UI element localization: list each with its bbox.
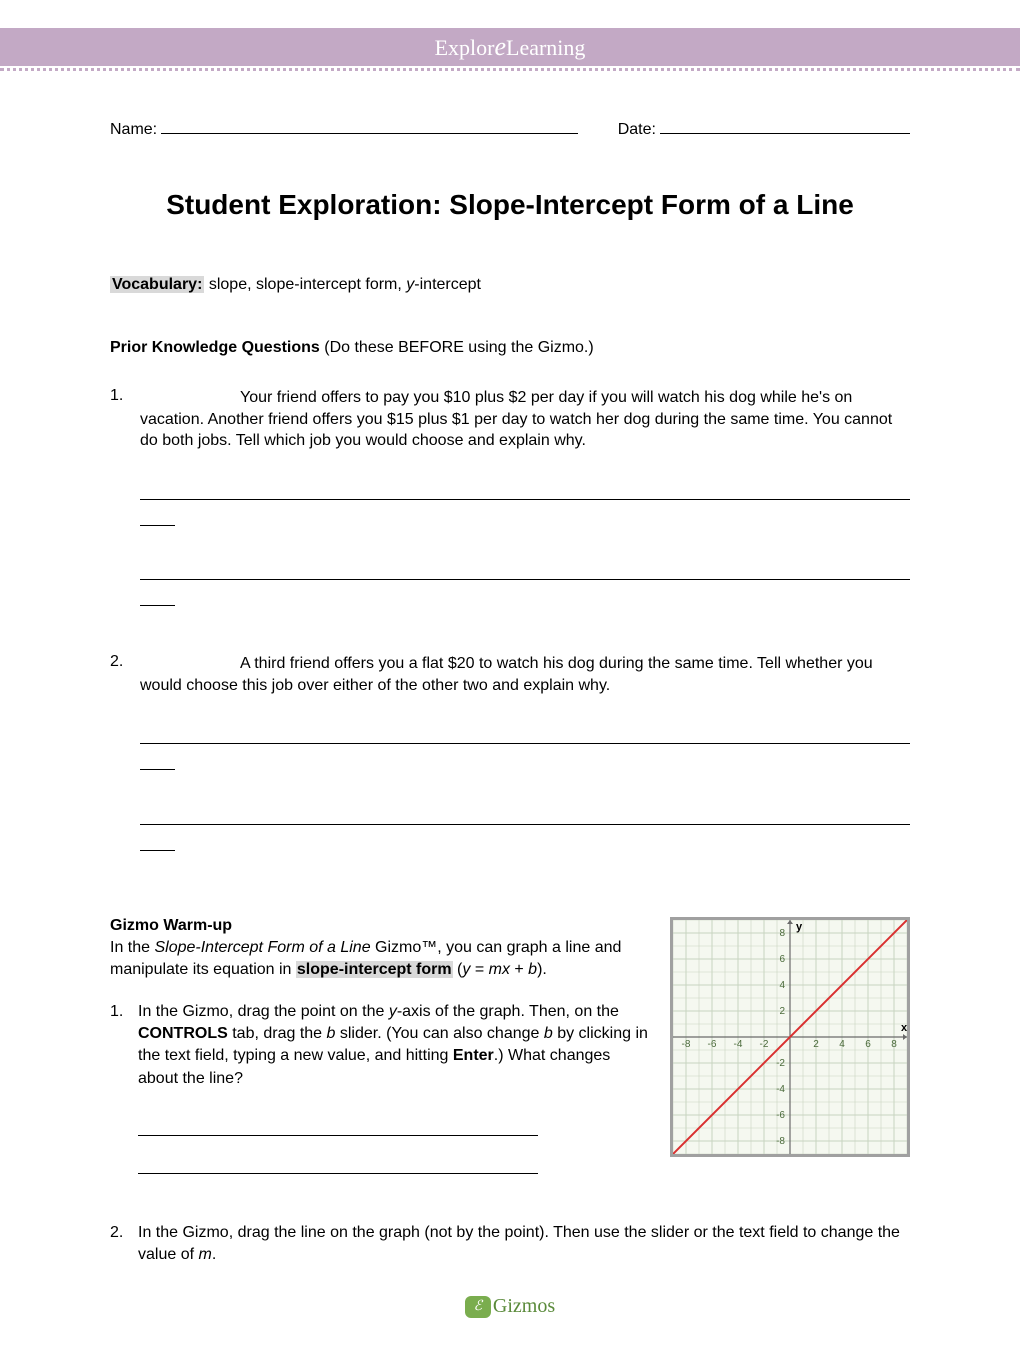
graph-svg: -8-6-4-22468-8-6-4-22468xy [673, 920, 907, 1154]
name-label: Name: [110, 121, 157, 139]
footer-swirl-icon: ℰ [465, 1296, 491, 1318]
wi-3: ( [453, 961, 463, 978]
warmup-intro: In the Slope-Intercept Form of a Line Gi… [110, 937, 650, 980]
wq1-answer-line-1[interactable] [138, 1118, 538, 1136]
page-title: Student Exploration: Slope-Intercept For… [110, 189, 910, 221]
warmup-q2: 2. In the Gizmo, drag the line on the gr… [110, 1222, 910, 1267]
svg-text:-8: -8 [682, 1039, 691, 1050]
q1-answer-stub-1[interactable] [140, 508, 175, 526]
logo-part-3: Learning [506, 35, 585, 60]
wq2-text: In the Gizmo, drag the line on the graph… [138, 1222, 910, 1267]
question-1: 1. Your friend offers to pay you $10 plu… [110, 387, 910, 643]
q2-text: A third friend offers you a flat $20 to … [140, 653, 910, 696]
name-input-line[interactable] [161, 133, 578, 134]
svg-text:4: 4 [839, 1039, 845, 1050]
svg-text:-8: -8 [776, 1136, 785, 1147]
date-input-line[interactable] [660, 133, 910, 134]
vocab-rest: -intercept [414, 276, 481, 293]
svg-text:x: x [901, 1022, 907, 1034]
wq1-bvar2: b [544, 1025, 553, 1042]
wi-plus: + [510, 961, 528, 978]
wi-eq1: = [470, 961, 488, 978]
warmup-section: Gizmo Warm-up In the Slope-Intercept For… [110, 917, 910, 1267]
wq1-y: y [389, 1003, 397, 1020]
wi-mx: mx [489, 961, 510, 978]
svg-text:8: 8 [779, 928, 785, 939]
svg-text:-4: -4 [776, 1084, 785, 1095]
pk-paren: (Do these BEFORE using the Gizmo.) [320, 339, 594, 356]
vocab-label: Vocabulary: [110, 276, 204, 293]
wi-term: slope-intercept form [296, 961, 453, 978]
wq1-b: -axis of the graph. Then, on the [397, 1003, 619, 1020]
footer-logo: ℰGizmos [0, 1295, 1020, 1318]
wi-1: In the [110, 939, 154, 956]
logo-part-2: e [494, 32, 506, 61]
wq1-num: 1. [110, 1001, 138, 1183]
graph-thumbnail: -8-6-4-22468-8-6-4-22468xy [670, 917, 910, 1157]
q1-text: Your friend offers to pay you $10 plus $… [140, 387, 910, 452]
footer-text: Gizmos [493, 1295, 555, 1317]
vocabulary-line: Vocabulary: slope, slope-intercept form,… [110, 276, 910, 294]
q2-number: 2. [110, 653, 140, 887]
q1-answer-line-1[interactable] [140, 482, 910, 500]
svg-text:8: 8 [891, 1039, 897, 1050]
header-bar: ExploreLearning [0, 28, 1020, 66]
svg-text:y: y [796, 921, 803, 933]
wq1-a: In the Gizmo, drag the point on the [138, 1003, 389, 1020]
date-label: Date: [618, 121, 656, 139]
wq1-answer-line-2[interactable] [138, 1156, 538, 1174]
svg-text:4: 4 [779, 980, 785, 991]
svg-text:6: 6 [865, 1039, 871, 1050]
svg-text:-6: -6 [708, 1039, 717, 1050]
q1-answer-line-2[interactable] [140, 562, 910, 580]
wq1-c: tab, drag the [228, 1025, 327, 1042]
wq2-m: m [198, 1246, 211, 1263]
q2-answer-stub-1[interactable] [140, 752, 175, 770]
wq2-a: In the Gizmo, drag the line on the graph… [138, 1224, 900, 1263]
prior-knowledge-heading: Prior Knowledge Questions (Do these BEFO… [110, 339, 910, 357]
wq1-text: In the Gizmo, drag the point on the y-ax… [138, 1001, 650, 1091]
wi-italic: Slope-Intercept Form of a Line [154, 939, 370, 956]
svg-text:-2: -2 [760, 1039, 769, 1050]
q1-answer-stub-2[interactable] [140, 588, 175, 606]
logo-part-1: Explor [435, 35, 495, 60]
q2-answer-stub-2[interactable] [140, 833, 175, 851]
q1-number: 1. [110, 387, 140, 643]
svg-text:2: 2 [813, 1039, 819, 1050]
warmup-q1: 1. In the Gizmo, drag the point on the y… [110, 1001, 650, 1183]
wq1-d: slider. (You can also change [335, 1025, 543, 1042]
pk-heading-text: Prior Knowledge Questions [110, 339, 320, 356]
wq2-num: 2. [110, 1222, 138, 1267]
svg-text:-2: -2 [776, 1058, 785, 1069]
wi-b: b [528, 961, 537, 978]
wq1-enter: Enter [453, 1047, 494, 1064]
q2-answer-line-1[interactable] [140, 726, 910, 744]
header-logo: ExploreLearning [435, 32, 586, 62]
wq1-controls: CONTROLS [138, 1025, 228, 1042]
name-date-row: Name: Date: [110, 121, 910, 139]
wq2-b: . [212, 1246, 216, 1263]
svg-text:2: 2 [779, 1006, 785, 1017]
svg-text:6: 6 [779, 954, 785, 965]
vocab-terms: slope, slope-intercept form, [204, 276, 406, 293]
warmup-heading: Gizmo Warm-up [110, 917, 650, 935]
wi-4: ). [537, 961, 547, 978]
svg-text:-4: -4 [734, 1039, 743, 1050]
q2-answer-line-2[interactable] [140, 807, 910, 825]
svg-text:-6: -6 [776, 1110, 785, 1121]
question-2: 2. A third friend offers you a flat $20 … [110, 653, 910, 887]
